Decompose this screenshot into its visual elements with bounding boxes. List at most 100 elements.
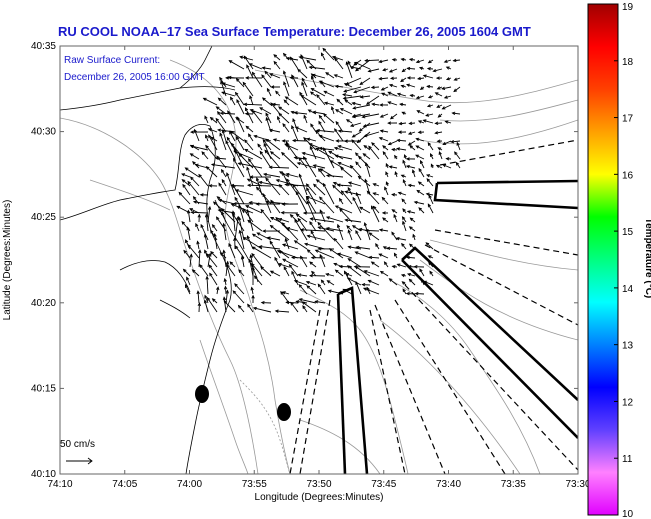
current-vector <box>384 186 389 196</box>
current-vector <box>367 68 380 73</box>
current-vector <box>443 95 452 99</box>
current-vector <box>368 145 380 160</box>
current-vector <box>445 157 452 161</box>
current-vector <box>225 260 230 277</box>
current-vector <box>251 262 263 277</box>
current-vector <box>322 47 335 61</box>
current-vector <box>378 228 389 232</box>
current-vector <box>311 73 326 79</box>
current-vector <box>385 181 389 187</box>
current-vector <box>208 264 218 277</box>
current-vector <box>298 283 308 295</box>
current-vector <box>391 193 398 197</box>
current-vector <box>334 154 353 160</box>
current-vector <box>306 137 317 142</box>
current-vector <box>336 98 344 106</box>
y-tick-label: 40:20 <box>31 298 56 309</box>
current-vector <box>246 64 254 79</box>
current-vector <box>361 282 371 287</box>
current-vector <box>346 225 353 232</box>
current-vector <box>197 302 202 313</box>
current-vector <box>355 191 362 205</box>
current-vector <box>191 269 200 277</box>
current-vector <box>282 123 290 133</box>
current-vector <box>251 233 263 241</box>
current-vector <box>260 266 272 277</box>
current-vector <box>221 91 236 97</box>
current-vector <box>385 171 389 178</box>
current-vector <box>435 76 443 80</box>
current-vector <box>318 196 335 214</box>
current-vector <box>323 147 335 169</box>
current-vector <box>285 56 299 61</box>
current-vector <box>408 243 416 250</box>
current-vector <box>400 57 407 62</box>
current-vector <box>351 225 362 232</box>
current-vector <box>200 223 209 241</box>
current-vector <box>197 213 201 223</box>
current-vector <box>364 161 371 178</box>
current-vector <box>318 146 335 151</box>
current-vector <box>408 121 416 126</box>
current-vector <box>292 183 308 205</box>
current-vector <box>357 175 371 187</box>
current-vector <box>402 208 407 214</box>
current-vector <box>269 224 290 241</box>
current-vector <box>232 290 245 304</box>
current-vector <box>409 217 416 223</box>
current-vector <box>237 162 263 169</box>
current-vector <box>300 255 308 268</box>
current-vector <box>349 164 362 178</box>
current-vector <box>407 131 416 135</box>
current-vector <box>246 183 272 187</box>
current-vector <box>262 138 272 151</box>
current-vector <box>428 194 434 205</box>
current-vector <box>344 218 362 223</box>
current-vector <box>363 270 380 277</box>
current-vector <box>292 138 308 143</box>
current-vector <box>220 207 236 223</box>
current-vector <box>181 179 191 187</box>
current-vector <box>332 184 344 196</box>
current-vector <box>229 261 236 268</box>
current-vector <box>325 226 344 232</box>
scale-label: 50 cm/s <box>60 439 95 450</box>
current-vector <box>315 147 335 160</box>
current-vector <box>430 163 434 169</box>
current-vector <box>284 96 299 106</box>
current-vector <box>268 165 290 169</box>
current-vector <box>381 92 389 97</box>
current-vector <box>245 125 254 133</box>
current-vector <box>189 176 200 187</box>
current-vector <box>382 145 389 151</box>
current-vector <box>387 101 398 106</box>
current-vector <box>453 77 461 81</box>
y-tick-label: 40:30 <box>31 127 56 138</box>
current-vector <box>426 104 434 108</box>
current-vector <box>388 165 398 169</box>
current-vector <box>295 190 308 214</box>
current-vector <box>353 61 371 70</box>
current-vector <box>346 277 362 286</box>
current-vector <box>320 52 326 61</box>
current-vector <box>334 84 344 89</box>
current-vector <box>318 120 326 133</box>
radial-dashed-lines <box>289 139 578 474</box>
current-vector <box>253 275 263 286</box>
current-vector <box>387 121 398 125</box>
current-vector <box>371 205 380 223</box>
current-vector <box>397 191 407 196</box>
current-vector <box>398 121 407 126</box>
current-vector <box>381 196 389 205</box>
current-vector <box>347 229 353 241</box>
current-vector <box>345 61 353 79</box>
current-vector <box>370 261 380 268</box>
current-vector <box>349 122 362 127</box>
current-vector <box>420 159 425 169</box>
current-vector <box>402 159 407 169</box>
current-vector <box>225 76 245 80</box>
current-vector <box>284 237 290 250</box>
current-vector <box>306 285 317 295</box>
current-vector <box>415 95 425 100</box>
current-vector <box>306 234 326 241</box>
